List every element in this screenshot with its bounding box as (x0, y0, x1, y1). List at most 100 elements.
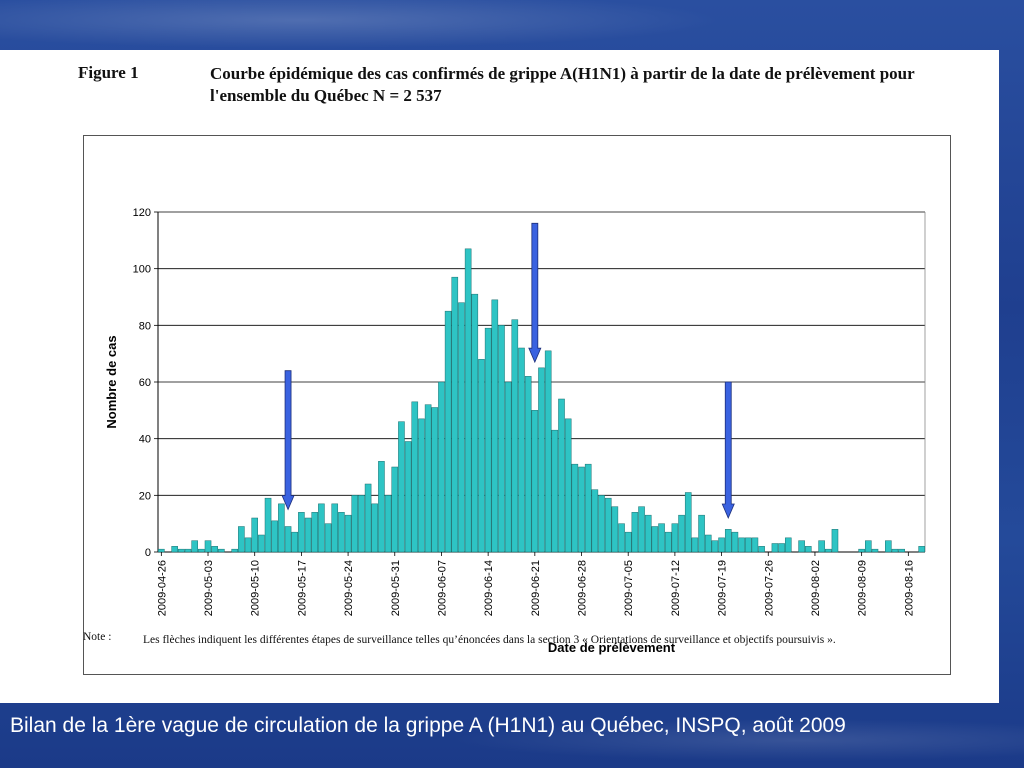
bar (364, 483, 372, 553)
bar (891, 548, 899, 553)
bar (804, 546, 812, 553)
bar (304, 517, 312, 553)
bar (251, 517, 258, 553)
x-tick-label: 2009-07-19 (717, 560, 729, 616)
bar (598, 495, 605, 553)
y-tick-label: 20 (139, 490, 151, 502)
x-axis-title: Date de prélèvement (548, 640, 676, 655)
bar (204, 540, 212, 553)
bar (704, 534, 712, 553)
y-tick-label: 40 (139, 434, 151, 446)
x-tick-label: 2009-06-14 (483, 560, 495, 616)
bar (384, 495, 392, 553)
bar (211, 546, 218, 553)
note-label: Note : (83, 631, 112, 643)
bar (524, 376, 532, 553)
bar (438, 381, 445, 553)
epidemic-curve-chart: 0 20 40 60 80 100 120 2009-04-26 2009-05-03 2009-… (104, 207, 926, 655)
bar (538, 367, 545, 553)
bar (231, 548, 238, 553)
bar (718, 537, 725, 553)
bar (571, 463, 579, 553)
bar (871, 548, 879, 553)
bar (238, 526, 245, 553)
bar (918, 546, 925, 553)
figure-label: Figure 1 (78, 63, 139, 82)
bar (338, 512, 345, 553)
bar (898, 548, 905, 553)
bar (498, 325, 505, 553)
bar (638, 506, 645, 553)
bar (444, 310, 452, 553)
x-tick-label: 2009-05-03 (203, 560, 215, 616)
bar (318, 503, 325, 553)
bar (724, 529, 732, 553)
bar (671, 523, 679, 553)
x-tick-label: 2009-04-26 (156, 560, 168, 616)
bar (378, 461, 385, 553)
bar (458, 302, 465, 553)
bar (351, 495, 359, 553)
bar (611, 506, 619, 553)
bar (431, 407, 439, 553)
bar (398, 421, 405, 553)
bar (324, 523, 332, 553)
bar (684, 492, 692, 553)
bar (738, 537, 745, 553)
bar (484, 327, 492, 553)
bar (491, 299, 499, 553)
bar (631, 512, 639, 553)
note-text: Les flèches indiquent les différentes ét… (143, 634, 836, 646)
bar (885, 540, 892, 553)
x-tick-label: 2009-08-16 (903, 560, 915, 616)
bar (451, 276, 459, 553)
bar (298, 512, 305, 553)
bar (504, 381, 512, 553)
bar (198, 548, 205, 553)
slide-caption: Bilan de la 1ère vague de circulation de… (10, 714, 846, 737)
x-tick-label: 2009-07-05 (623, 560, 635, 616)
bar (218, 548, 225, 553)
surveillance-arrow (721, 381, 735, 520)
bar (744, 537, 752, 553)
bar (731, 531, 739, 553)
x-tick-label: 2009-06-07 (436, 560, 448, 616)
bar (711, 540, 719, 553)
surveillance-arrow (528, 222, 542, 364)
bar (551, 429, 559, 553)
x-tick-label: 2009-08-02 (810, 560, 822, 616)
bar (471, 293, 479, 553)
bar (371, 503, 379, 553)
bar (658, 523, 665, 553)
bar (344, 514, 352, 553)
bar (558, 398, 565, 553)
bar (651, 526, 659, 553)
bar (604, 497, 612, 553)
bar (264, 497, 272, 553)
bar (784, 537, 792, 553)
bar (464, 248, 472, 553)
bar (644, 514, 652, 553)
figure-title: Courbe épidémique des cas confirmés de g… (210, 64, 915, 105)
bar (244, 537, 252, 553)
bar (158, 548, 165, 553)
bar (584, 463, 592, 553)
y-tick-label: 80 (139, 320, 151, 332)
figure-panel: Figure 1 Courbe épidémique des cas confi… (0, 50, 999, 703)
y-tick-label: 0 (145, 547, 151, 559)
bar (798, 540, 805, 553)
bar (478, 359, 485, 553)
bar (511, 319, 519, 553)
bar (191, 540, 198, 553)
bar (865, 540, 872, 553)
bar (858, 548, 865, 553)
y-tick-label: 100 (133, 264, 151, 276)
y-axis-title: Nombre de cas (104, 335, 119, 428)
x-tick-label: 2009-06-21 (530, 560, 542, 616)
bar (411, 401, 419, 553)
bar (278, 503, 285, 553)
chart-frame: 0 20 40 60 80 100 120 2009-04-26 2009-05-03 2009-… (83, 135, 951, 675)
bar (404, 441, 412, 553)
bar (391, 466, 399, 553)
y-tick-label: 60 (139, 377, 151, 389)
